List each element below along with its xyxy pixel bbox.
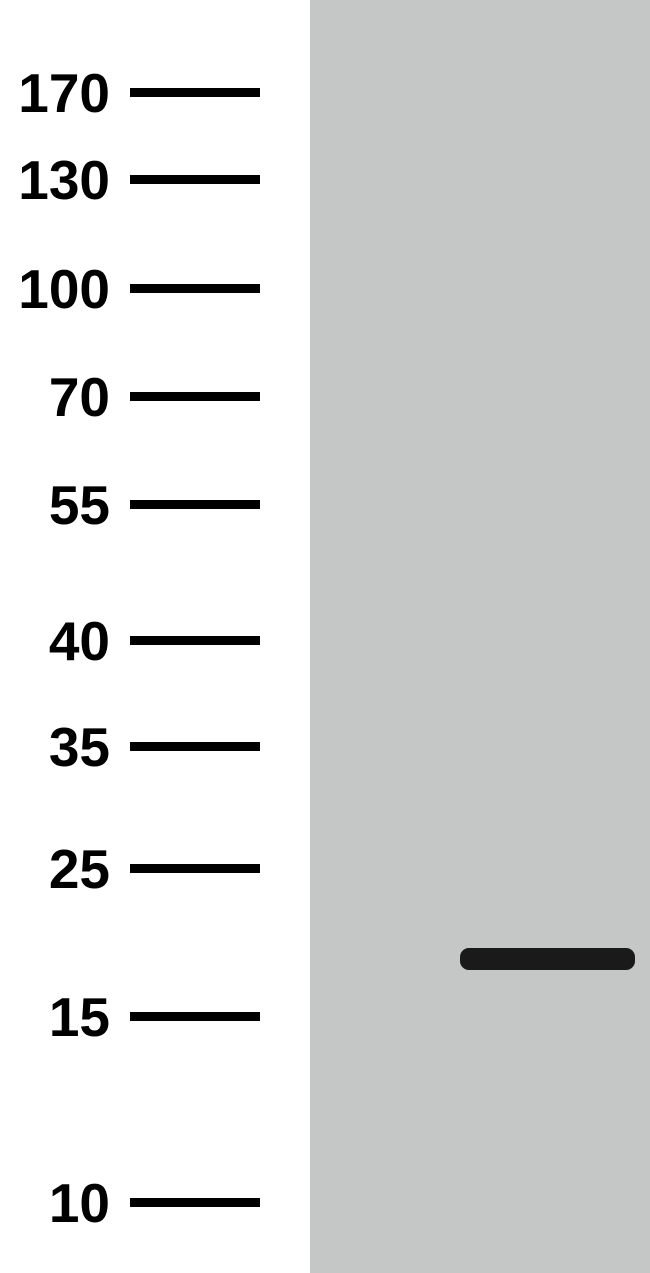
ladder-label: 170 xyxy=(0,61,130,125)
ladder-label: 10 xyxy=(0,1171,130,1235)
ladder-tick xyxy=(130,175,260,184)
ladder-tick xyxy=(130,742,260,751)
ladder-tick xyxy=(130,88,260,97)
ladder-label: 25 xyxy=(0,837,130,901)
ladder-tick xyxy=(130,500,260,509)
ladder-label: 100 xyxy=(0,257,130,321)
ladder-label: 70 xyxy=(0,365,130,429)
ladder-tick xyxy=(130,392,260,401)
ladder-tick xyxy=(130,1012,260,1021)
ladder-marker: 100 xyxy=(0,257,310,321)
ladder-label: 40 xyxy=(0,609,130,673)
ladder-marker: 55 xyxy=(0,473,310,537)
ladder-tick xyxy=(130,284,260,293)
ladder-marker: 170 xyxy=(0,61,310,125)
ladder-label: 130 xyxy=(0,148,130,212)
ladder-label: 35 xyxy=(0,715,130,779)
protein-band xyxy=(460,948,635,970)
ladder-tick xyxy=(130,1198,260,1207)
ladder-marker: 10 xyxy=(0,1171,310,1235)
ladder-marker: 70 xyxy=(0,365,310,429)
ladder-marker: 25 xyxy=(0,837,310,901)
ladder-marker: 40 xyxy=(0,609,310,673)
ladder-tick xyxy=(130,636,260,645)
ladder-marker: 35 xyxy=(0,715,310,779)
ladder-label: 55 xyxy=(0,473,130,537)
ladder-marker: 130 xyxy=(0,148,310,212)
ladder-label: 15 xyxy=(0,985,130,1049)
molecular-weight-ladder: 170 130 100 70 55 40 35 25 15 10 xyxy=(0,0,310,1273)
blot-membrane xyxy=(310,0,650,1273)
ladder-tick xyxy=(130,864,260,873)
ladder-marker: 15 xyxy=(0,985,310,1049)
